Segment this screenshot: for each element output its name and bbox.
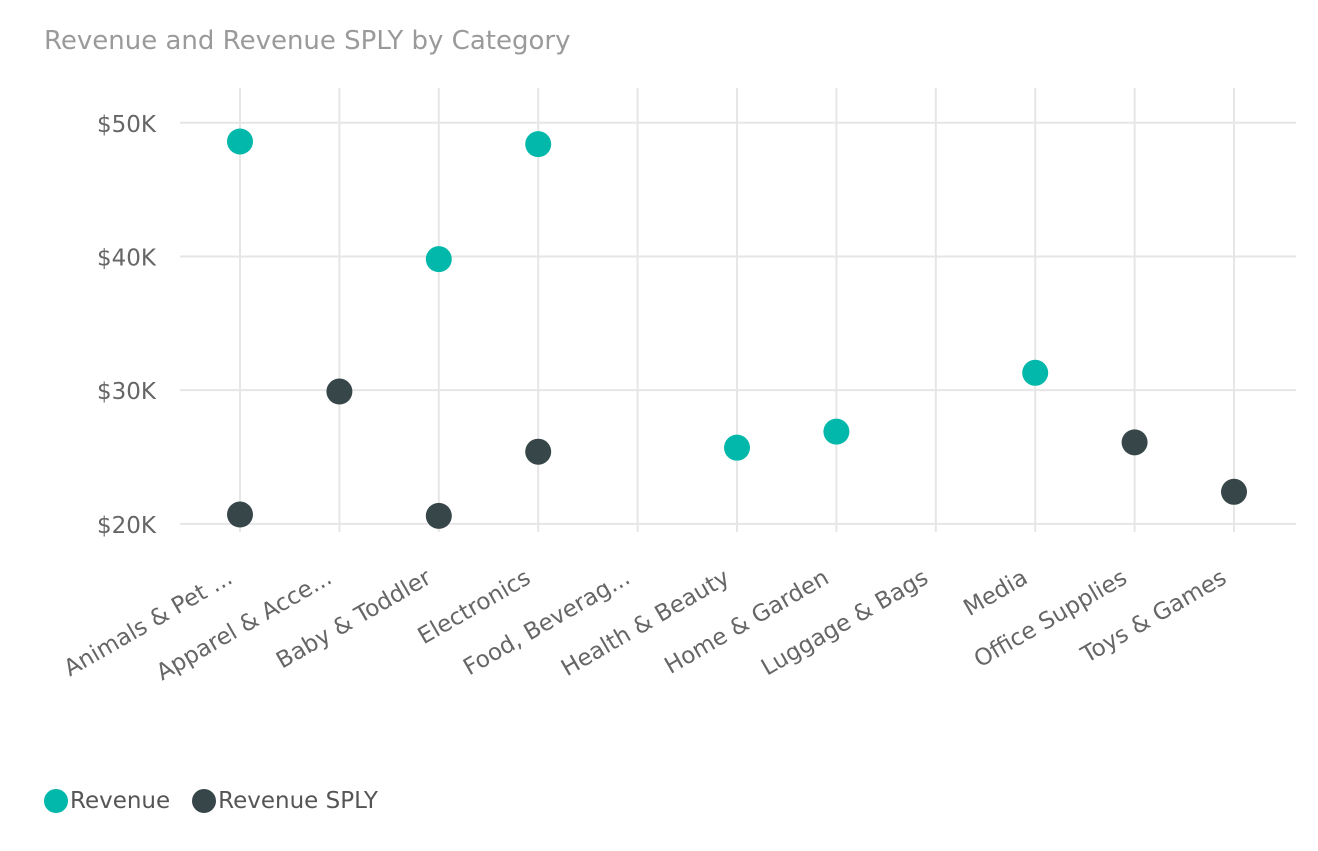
y-tick-label: $20K <box>97 513 157 539</box>
revenue-point[interactable] <box>823 418 850 445</box>
x-tick-label: Media <box>959 565 1032 622</box>
x-tick-label: Food, Beverag... <box>459 565 634 681</box>
y-tick-label: $30K <box>97 379 157 405</box>
revenue-sply-point[interactable] <box>1221 478 1247 505</box>
y-tick-label: $50K <box>97 112 157 138</box>
x-tick-label: Luggage & Bags <box>757 565 933 682</box>
legend-swatch-revenue-sply <box>192 789 217 813</box>
scatter-plot-area: $20K $30K $40K $50K Animals & Pet ...Appare… <box>60 88 1296 686</box>
legend-label-revenue: Revenue <box>70 788 171 814</box>
revenue-point[interactable] <box>525 131 552 158</box>
revenue-point[interactable] <box>724 434 750 461</box>
legend-swatch-revenue <box>44 789 68 813</box>
revenue-sply-point[interactable] <box>1121 429 1148 456</box>
data-points[interactable] <box>227 128 1247 529</box>
y-tick-label: $40K <box>97 245 157 271</box>
legend-item-revenue[interactable]: Revenue <box>44 788 170 814</box>
x-axis: Animals & Pet ...Apparel & Acce...Baby &… <box>60 564 1231 686</box>
legend: Revenue Revenue SPLY <box>44 788 400 814</box>
legend-item-revenue-sply[interactable]: Revenue SPLY <box>192 788 378 814</box>
revenue-sply-point[interactable] <box>227 501 253 528</box>
x-tick-label: Animals & Pet ... <box>60 565 237 682</box>
y-axis: $20K $30K $40K $50K <box>97 112 157 539</box>
revenue-sply-point[interactable] <box>525 438 552 465</box>
revenue-sply-point[interactable] <box>326 378 353 405</box>
legend-label-revenue-sply: Revenue SPLY <box>218 788 378 814</box>
x-tick-label: Home & Garden <box>660 565 833 680</box>
chart-title: Revenue and Revenue SPLY by Category <box>44 26 571 56</box>
x-tick-label: Apparel & Acce... <box>152 565 336 686</box>
gridlines <box>180 88 1296 532</box>
revenue-sply-point[interactable] <box>425 502 452 529</box>
revenue-point[interactable] <box>227 128 253 155</box>
revenue-point[interactable] <box>425 246 452 273</box>
revenue-point[interactable] <box>1022 359 1049 386</box>
x-tick-label: Health & Beauty <box>557 565 734 682</box>
